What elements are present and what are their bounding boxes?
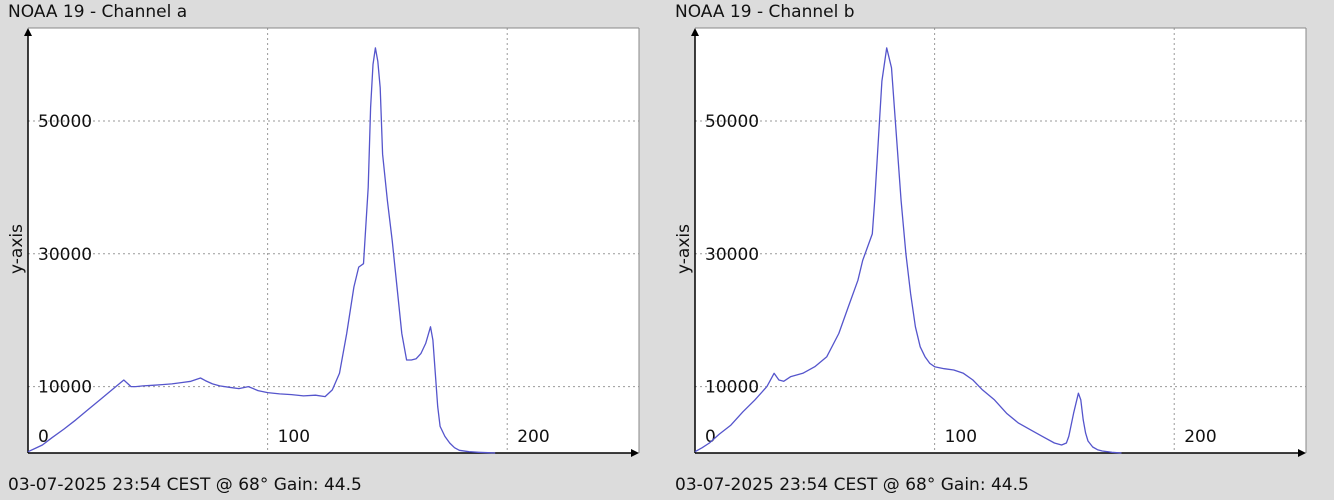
series-line-0 (27, 47, 496, 454)
x-tick-label: 200 (517, 427, 549, 447)
chart-title-a: NOAA 19 - Channel a (8, 2, 188, 22)
plot-area-b: 0 100 200 10000 30000 50000 y-axis (674, 27, 1307, 457)
plot-background (28, 28, 639, 453)
y-tick-label: 30000 (38, 245, 92, 265)
x-axis-arrow (1298, 449, 1306, 457)
y-axis-arrow (24, 28, 32, 36)
plot-area-a: 0 100 200 10000 30000 50000 y-axis (7, 27, 640, 457)
chart-footer-a: 03-07-2025 23:54 CEST @ 68° Gain: 44.5 (8, 475, 362, 495)
y-axis-label: y-axis (7, 224, 27, 274)
y-tick-label: 10000 (38, 378, 92, 398)
grid-lines (695, 28, 1306, 453)
x-axis-arrow (631, 449, 639, 457)
y-axis-arrow (691, 28, 699, 36)
x-tick-label: 100 (945, 427, 977, 447)
tick-labels: 0 100 200 10000 30000 50000 (705, 112, 1217, 447)
y-tick-label: 10000 (705, 378, 759, 398)
chart-title-b: NOAA 19 - Channel b (675, 2, 855, 22)
x-tick-label: 0 (38, 427, 49, 447)
x-tick-label: 200 (1184, 427, 1216, 447)
tick-labels: 0 100 200 10000 30000 50000 (38, 112, 550, 447)
series-layer (694, 47, 1122, 454)
chart-footer-b: 03-07-2025 23:54 CEST @ 68° Gain: 44.5 (675, 475, 1029, 495)
axes (691, 27, 1307, 457)
axes (24, 27, 640, 457)
chart-panel-a: NOAA 19 - Channel a 0 100 200 10000 30000 500… (7, 2, 640, 495)
x-tick-label: 0 (705, 427, 716, 447)
y-tick-label: 30000 (705, 245, 759, 265)
plot-background (695, 28, 1306, 453)
series-line-0 (694, 47, 1122, 454)
chart-panel-b: NOAA 19 - Channel b 0 100 200 10000 30000 500… (667, 0, 1334, 500)
y-tick-label: 50000 (38, 112, 92, 132)
series-layer (27, 47, 496, 454)
x-tick-label: 100 (278, 427, 310, 447)
y-axis-label: y-axis (674, 224, 694, 274)
y-tick-label: 50000 (705, 112, 759, 132)
